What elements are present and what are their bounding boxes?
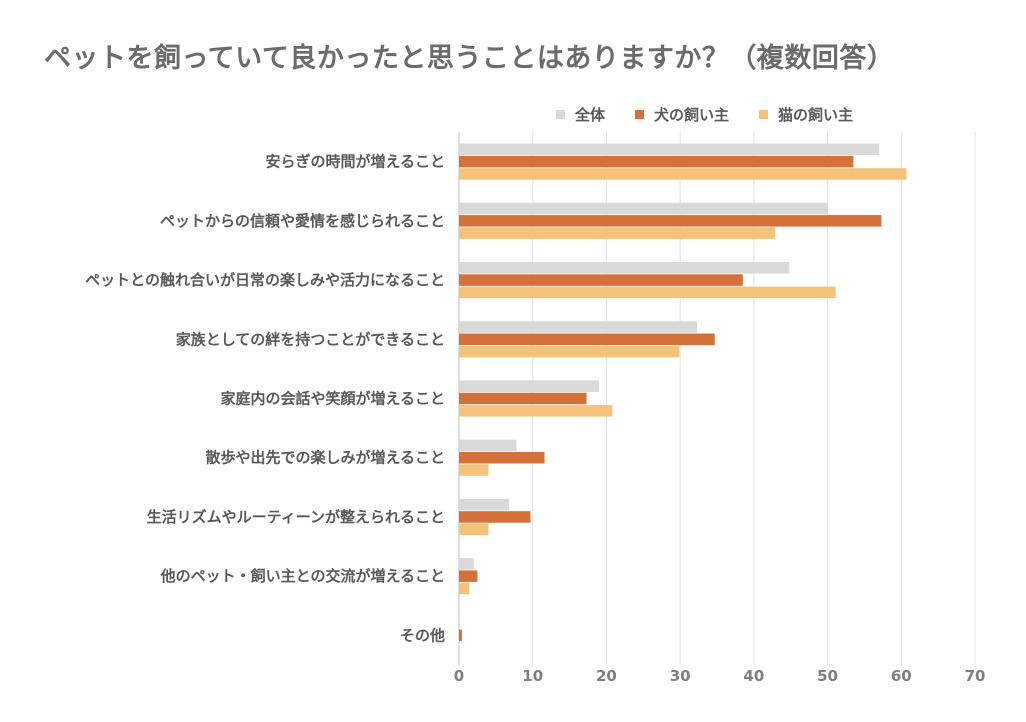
bar [459,464,489,476]
bar [459,202,828,215]
bar [459,345,680,358]
legend-label-dog: 犬の飼い主 [654,106,730,124]
x-tick-label: 20 [596,667,617,685]
bar [459,155,854,168]
bar [459,570,478,582]
x-tick-label: 50 [817,667,838,685]
legend-item-all: 全体 [556,104,605,125]
bar [459,511,531,523]
category-label: ペットからの信頼や愛情を感じられること [160,212,445,230]
bar [459,439,517,452]
bar [459,558,474,570]
category-label: ペットとの触れ合いが日常の楽しみや活力になること [85,271,445,289]
x-tick-label: 70 [965,667,986,685]
bar [459,617,460,629]
category-label: 家族としての絆を持つことができること [176,330,445,348]
category-label: 散歩や出先での楽しみが増えること [205,449,445,467]
bar [459,333,715,346]
legend-label-all: 全体 [575,106,606,124]
legend-swatch-all [556,110,565,119]
category-label: 安らぎの時間が増えること [265,153,445,171]
category-label: 生活リズムやルーティーンが整えられること [147,508,445,526]
category-label: 家庭内の会話や笑顔が増えること [220,390,445,408]
bar [459,168,907,180]
bar [459,380,600,392]
category-label: その他 [400,626,445,644]
legend-item-dog: 犬の飼い主 [635,104,729,125]
legend-item-cat: 猫の飼い主 [759,104,853,125]
x-tick-label: 30 [670,667,691,685]
legend: 全体 犬の飼い主 猫の飼い主 [556,104,883,125]
chart-title: ペットを飼っていて良かったと思うことはありますか？（複数回答） [44,43,895,74]
bar [459,582,470,595]
bar [459,629,462,642]
bar [459,321,698,333]
legend-swatch-cat [759,110,769,119]
legend-label-cat: 猫の飼い主 [778,106,854,124]
bar [459,523,489,535]
x-tick-label: 40 [743,667,764,685]
bar [459,262,790,274]
bar [459,286,836,299]
bar [459,143,880,156]
bar [459,227,776,239]
bar [459,274,743,286]
bar [459,392,587,405]
x-tick-label: 0 [454,667,464,685]
bar [459,451,545,464]
category-label: 他のペット・飼い主との交流が増えること [160,567,445,585]
x-tick-label: 10 [522,667,543,685]
bar [459,498,510,511]
legend-swatch-dog [635,110,645,119]
bar [459,405,613,417]
bar [459,215,882,227]
x-tick-label: 60 [891,667,912,685]
